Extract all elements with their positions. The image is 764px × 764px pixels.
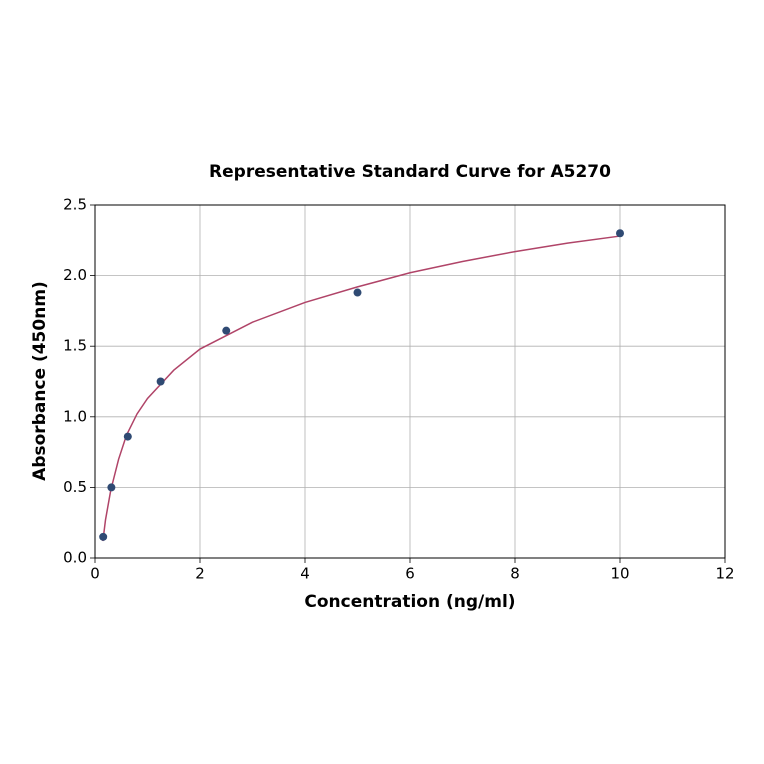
x-tick-label: 0 — [90, 565, 100, 583]
x-tick-label: 2 — [195, 565, 205, 583]
fit-curve — [102, 235, 621, 542]
data-point — [616, 229, 624, 238]
data-point — [123, 432, 132, 441]
x-tick-label: 4 — [300, 565, 310, 583]
data-point — [107, 483, 116, 492]
data-point — [222, 326, 231, 335]
y-tick-label: 2.0 — [63, 266, 87, 284]
chart-title: Representative Standard Curve for A5270 — [209, 162, 611, 182]
data-point — [353, 288, 362, 297]
x-axis-label: Concentration (ng/ml) — [304, 592, 515, 612]
plot-frame — [94, 204, 726, 559]
data-point — [156, 377, 165, 386]
x-tick-label: 12 — [715, 565, 734, 583]
y-tick-label: 1.5 — [63, 337, 87, 355]
data-point — [99, 532, 108, 541]
y-tick-label: 0.0 — [63, 549, 87, 567]
y-axis-label: Absorbance (450nm) — [30, 281, 50, 481]
x-tick-label: 8 — [510, 565, 520, 583]
y-tick-label: 1.0 — [63, 407, 87, 425]
y-tick-label: 2.5 — [63, 196, 87, 214]
y-tick-label: 0.5 — [63, 478, 87, 496]
x-tick-label: 6 — [405, 565, 415, 583]
x-tick-label: 10 — [610, 565, 629, 583]
